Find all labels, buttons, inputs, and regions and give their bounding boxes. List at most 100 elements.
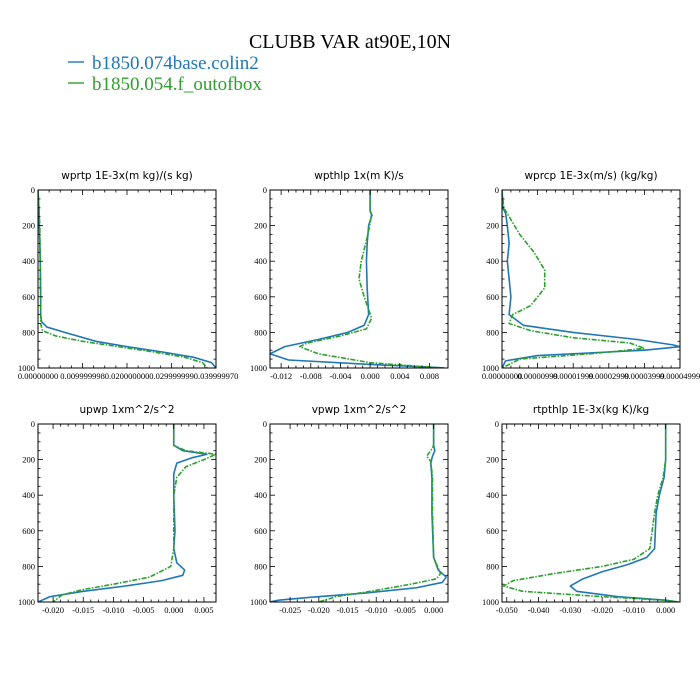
series-group — [270, 190, 445, 368]
y-tick-label: 800 — [254, 327, 267, 337]
panel-title: wprcp 1E-3x(m/s) (kg/kg) — [524, 170, 657, 182]
panel-title: upwp 1xm^2/s^2 — [80, 404, 175, 416]
legend-entry: b1850.054.f_outofbox — [68, 74, 262, 95]
x-tick-label: -0.015 — [337, 605, 359, 615]
y-tick-label: 200 — [486, 455, 499, 465]
y-tick-label: 200 — [254, 221, 267, 231]
x-tick-label: 0.00001999 — [553, 371, 593, 381]
x-tick-label: -0.012 — [270, 371, 292, 381]
series-line — [52, 424, 216, 602]
chart-panel: wprtp 1E-3x(m kg)/(s kg) 0 200 400 600 800 100… — [18, 170, 239, 381]
y-tick-label: 800 — [22, 327, 35, 337]
x-tick-label: -0.004 — [329, 371, 352, 381]
panel-title: vpwp 1xm^2/s^2 — [312, 404, 407, 416]
chart-panel: rtpthlp 1E-3x(kg K)/kg02004006008001000-… — [482, 404, 681, 615]
series-line — [569, 424, 679, 602]
y-tick-label: 0 — [495, 185, 499, 195]
series-line — [298, 190, 445, 368]
x-tick-label: 0.00000000 — [482, 371, 522, 381]
x-tick-label: 0.000 — [361, 371, 380, 381]
y-tick-label: 1000 — [250, 363, 267, 373]
legend-entry: b1850.074base.colin2 — [68, 53, 259, 74]
series-group — [270, 424, 448, 602]
x-tick-label: -0.050 — [496, 605, 518, 615]
chart-panel: wprcp 1E-3x(m/s) (kg/kg) 0 200 400 600 800 100… — [482, 170, 700, 381]
x-tick-label: 0.00004999 — [660, 371, 700, 381]
chart-panel: wpthlp 1x(m K)/s02004006008001000-0.012-… — [250, 170, 449, 381]
legend: b1850.074base.colin2 b1850.054.f_outofbo… — [68, 53, 262, 95]
series-line — [502, 190, 646, 368]
y-tick-label: 400 — [22, 490, 35, 500]
y-tick-label: 800 — [486, 561, 499, 571]
x-tick-label: -0.015 — [72, 605, 94, 615]
y-tick-label: 1000 — [250, 597, 267, 607]
x-tick-label: -0.010 — [623, 605, 645, 615]
panel-title: rtpthlp 1E-3x(kg K)/kg — [533, 404, 649, 416]
y-tick-label: 1000 — [482, 597, 499, 607]
series-line — [38, 424, 208, 602]
plot-frame — [37, 189, 217, 369]
x-tick-label: -0.005 — [133, 605, 155, 615]
panels: wprtp 1E-3x(m kg)/(s kg) 0 200 400 600 800 100… — [18, 170, 700, 615]
y-tick-label: 600 — [254, 292, 267, 302]
x-tick-label: -0.020 — [42, 605, 64, 615]
y-tick-label: 600 — [254, 526, 267, 536]
series-line — [502, 190, 680, 368]
x-tick-label: -0.008 — [300, 371, 322, 381]
x-tick-label: 0.000 — [164, 605, 183, 615]
plot-frame — [269, 423, 449, 603]
chart-panel: upwp 1xm^2/s^2 0 200 400 600 800 1000 -0.020 -0.… — [18, 404, 217, 615]
panel-title: wprtp 1E-3x(m kg)/(s kg) — [61, 170, 192, 182]
y-tick-label: 600 — [22, 292, 35, 302]
y-tick-label: 400 — [254, 490, 267, 500]
series-line — [270, 424, 448, 602]
x-tick-label: 0.039999970 — [194, 371, 239, 381]
y-tick-label: 200 — [486, 221, 499, 231]
y-tick-label: 400 — [486, 256, 499, 266]
y-tick-label: 800 — [486, 327, 499, 337]
y-tick-label: 1000 — [482, 363, 499, 373]
series-group — [38, 190, 216, 368]
y-tick-label: 0 — [263, 419, 267, 429]
series-line — [38, 190, 208, 368]
y-tick-label: 0 — [495, 419, 499, 429]
x-tick-label: -0.025 — [279, 605, 301, 615]
x-tick-label: -0.010 — [365, 605, 387, 615]
x-tick-label: 0.008 — [420, 371, 439, 381]
x-tick-label: 0.029999999 — [149, 371, 194, 381]
y-tick-label: 0 — [263, 185, 267, 195]
y-tick-label: 600 — [486, 526, 499, 536]
y-tick-label: 800 — [22, 561, 35, 571]
legend-label: b1850.074base.colin2 — [92, 53, 259, 74]
x-tick-label: 0.000 — [424, 605, 443, 615]
legend-label: b1850.054.f_outofbox — [92, 74, 262, 95]
series-line — [38, 190, 216, 368]
x-tick-label: -0.020 — [308, 605, 330, 615]
y-tick-label: 400 — [486, 490, 499, 500]
y-tick-label: 400 — [254, 256, 267, 266]
y-tick-label: 600 — [486, 292, 499, 302]
chart-panel: vpwp 1xm^2/s^2 0 200 400 600 800 1000 -0.025 -0.… — [250, 404, 449, 615]
y-tick-label: 200 — [22, 221, 35, 231]
x-tick-label: 0.020000000 — [105, 371, 150, 381]
y-tick-label: 600 — [22, 526, 35, 536]
x-tick-label: 0.005 — [194, 605, 213, 615]
plot-frame — [269, 189, 449, 369]
y-tick-label: 200 — [22, 455, 35, 465]
x-tick-label: -0.005 — [394, 605, 416, 615]
x-tick-label: -0.030 — [559, 605, 581, 615]
x-tick-label: 0.000 — [656, 605, 675, 615]
y-tick-label: 0 — [31, 419, 35, 429]
x-tick-label: 0.009999998 — [60, 371, 105, 381]
series-group — [38, 424, 216, 602]
x-tick-label: 0.00003999 — [624, 371, 664, 381]
y-tick-label: 1000 — [18, 597, 35, 607]
figure-title: CLUBB VAR at90E,10N — [249, 31, 451, 53]
series-line — [318, 424, 442, 602]
y-tick-label: 800 — [254, 561, 267, 571]
y-tick-label: 1000 — [18, 363, 35, 373]
series-line — [270, 190, 445, 368]
x-tick-label: 0.00002999 — [589, 371, 629, 381]
y-tick-label: 200 — [254, 455, 267, 465]
